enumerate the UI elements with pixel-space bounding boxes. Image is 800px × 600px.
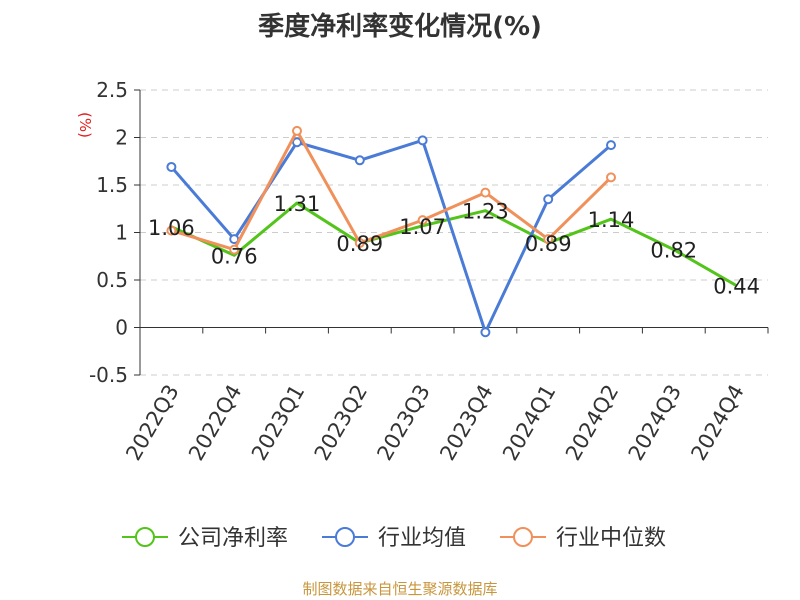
data-point [606,140,616,151]
legend[interactable]: 公司净利率 行业均值 行业中位数 [122,526,666,551]
x-tick-label: 2023Q4 [435,381,497,465]
data-point [543,234,554,245]
data-point [543,194,554,205]
x-tick-label: 2022Q4 [184,381,246,465]
y-tick-label: 0.5 [96,268,128,292]
x-tick-label: 2022Q3 [121,381,183,465]
data-point [166,161,177,172]
legend-label: 行业中位数 [556,526,666,551]
legend-label: 行业均值 [378,526,466,551]
legend-marker [135,527,155,547]
x-tick-label: 2023Q3 [372,380,434,464]
y-tick-label: 1 [115,221,128,245]
data-point [166,225,177,236]
x-tick-label: 2024Q1 [498,381,560,465]
data-point [354,155,365,166]
data-label: 0.76 [211,244,258,268]
x-tick-label: 2023Q2 [310,381,372,465]
data-label: 1.06 [148,216,195,240]
x-tick-label: 2023Q1 [247,381,309,465]
series-line-2 [170,129,613,252]
y-tick-label: -0.5 [89,363,128,387]
data-point [480,327,491,338]
data-point [480,187,491,198]
legend-marker [513,527,533,547]
legend-item-2[interactable]: 行业中位数 [500,526,666,551]
y-tick-label: 0 [115,316,128,340]
legend-label: 公司净利率 [178,526,288,551]
data-point [417,135,428,146]
data-label: 1.23 [462,200,509,224]
data-point [229,244,240,255]
data-label: 1.31 [274,192,321,216]
data-point [606,172,616,183]
data-label: 0.82 [650,239,697,263]
data-label: 1.14 [588,208,635,232]
data-source-note: 制图数据来自恒生聚源数据库 [302,580,498,598]
legend-item-0[interactable]: 公司净利率 [122,526,288,551]
series-lines [166,125,738,338]
legend-item-1[interactable]: 行业均值 [322,526,466,551]
x-tick-label: 2024Q2 [561,381,623,465]
data-label: 0.89 [525,232,572,256]
data-point [292,125,302,136]
data-point [292,137,302,148]
chart-title: 季度净利率变化情况(%) [258,12,542,42]
data-label: 1.07 [399,215,446,239]
data-labels: 1.06 0.76 1.31 0.89 1.07 1.23 0.89 1.14 0.82 0.44 [148,192,760,299]
y-tick-label: 1.5 [96,173,128,197]
series-line-0 [170,201,738,288]
y-tick-label: 2.5 [96,78,128,102]
series-line-1 [170,138,612,334]
data-point [417,215,428,226]
x-tick-label: 2024Q4 [686,381,748,465]
data-label: 0.44 [713,275,760,299]
data-point [354,237,365,248]
y-tick-label: 2 [115,126,128,150]
x-tick-label: 2024Q3 [624,381,686,465]
y-axis-label: (%) [76,112,94,138]
data-label: 0.89 [336,232,383,256]
legend-marker [335,527,355,547]
